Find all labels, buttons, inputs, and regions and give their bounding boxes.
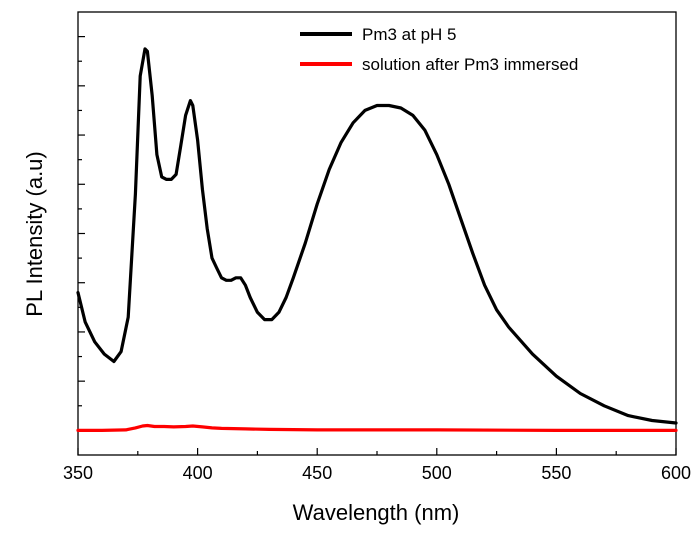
y-axis-title: PL Intensity (a.u) xyxy=(22,151,47,316)
plot-frame xyxy=(77,11,677,456)
legend: Pm3 at pH 5 solution after Pm3 immersed xyxy=(300,25,578,74)
series-line-1 xyxy=(76,47,678,425)
plot-border xyxy=(77,11,677,456)
series-line-2 xyxy=(76,423,678,432)
x-tick-label: 450 xyxy=(302,463,332,483)
y-axis-ticks xyxy=(78,36,85,431)
legend-label-2: solution after Pm3 immersed xyxy=(362,55,578,74)
x-tick-label: 600 xyxy=(661,463,691,483)
x-tick-label: 550 xyxy=(541,463,571,483)
x-tick-label: 400 xyxy=(183,463,213,483)
series-lines xyxy=(76,47,678,432)
x-axis-ticks: 350 400 450 500 550 600 xyxy=(63,448,691,483)
legend-label-1: Pm3 at pH 5 xyxy=(362,25,457,44)
x-tick-label: 500 xyxy=(422,463,452,483)
x-tick-label: 350 xyxy=(63,463,93,483)
x-axis-title: Wavelength (nm) xyxy=(293,500,460,525)
